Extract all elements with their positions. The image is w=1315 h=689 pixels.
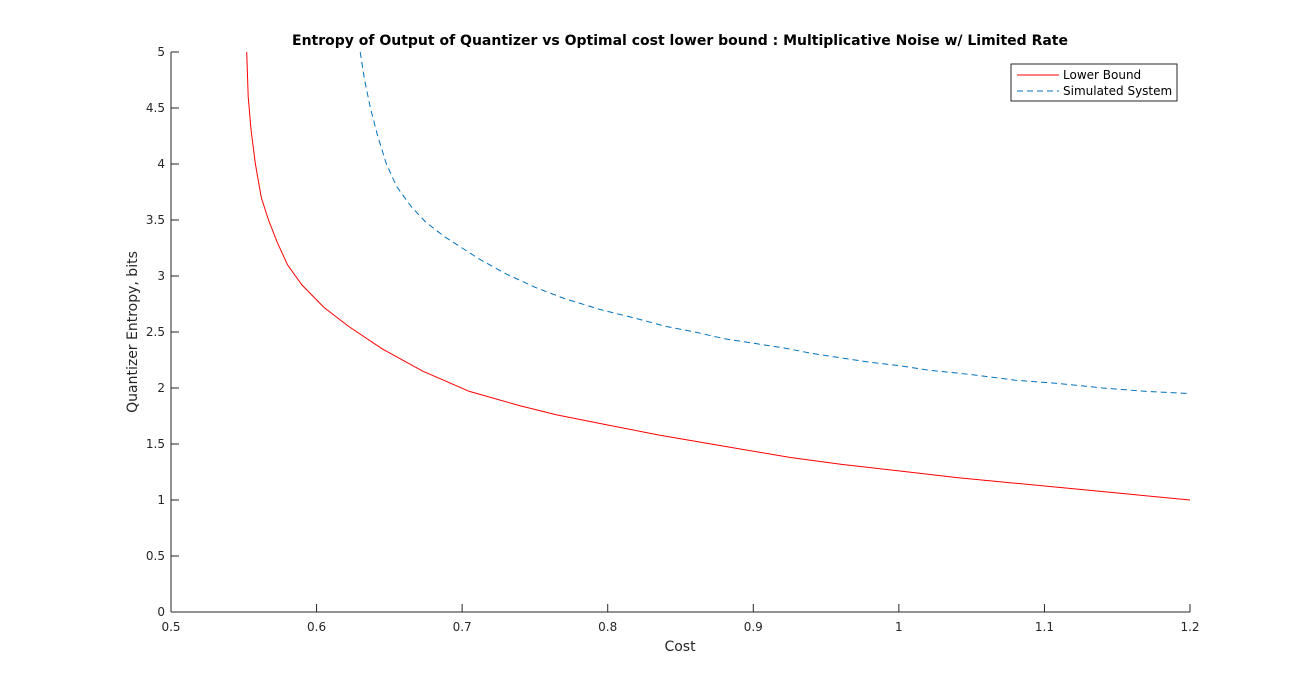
x-tick-label: 1.1	[1035, 620, 1054, 634]
y-tick-label: 2.5	[146, 325, 165, 339]
legend-label-simulated-system: Simulated System	[1063, 84, 1172, 98]
y-tick-label: 1	[157, 493, 165, 507]
legend-box	[1010, 63, 1178, 102]
legend-label-lower-bound: Lower Bound	[1063, 68, 1141, 82]
x-tick-label: 0.6	[307, 620, 326, 634]
y-tick-label: 3	[157, 269, 165, 283]
x-tick-label: 1.2	[1180, 620, 1199, 634]
y-tick-label: 1.5	[146, 437, 165, 451]
y-tick-label: 3.5	[146, 213, 165, 227]
x-tick-label: 0.8	[598, 620, 617, 634]
series-group	[246, 51, 1191, 501]
legend: Lower Bound Simulated System	[1010, 63, 1178, 102]
y-tick-label: 5	[157, 45, 165, 59]
x-tick-label: 0.9	[744, 620, 763, 634]
x-axis-label: Cost	[664, 639, 696, 655]
x-tick-label: 0.5	[161, 620, 180, 634]
y-tick-label: 4.5	[146, 101, 165, 115]
y-tick-label: 0.5	[146, 549, 165, 563]
plot-area: 0.5 0.6 0.7 0.8 0.9 1 1.1 1.2 00.511.522.533.54…	[146, 45, 1200, 634]
series-line-simulated-system	[359, 51, 1191, 395]
y-tick-label: 0	[157, 605, 165, 619]
chart-title: Entropy of Output of Quantizer vs Optima…	[292, 33, 1068, 49]
series-line-lower-bound	[246, 51, 1191, 501]
y-tick-label: 2	[157, 381, 165, 395]
y-axis-ticks: 0 0.5 1 1.5 2 2.5 3 3.5 4 4.5 5	[146, 45, 179, 619]
x-axis-ticks: 0.5 0.6 0.7 0.8 0.9 1 1.1 1.2	[161, 604, 1200, 634]
x-tick-label: 1	[895, 620, 903, 634]
x-tick-label: 0.7	[453, 620, 472, 634]
y-axis-label: Quantizer Entropy, bits	[125, 251, 141, 413]
y-tick-label: 4	[157, 157, 165, 171]
